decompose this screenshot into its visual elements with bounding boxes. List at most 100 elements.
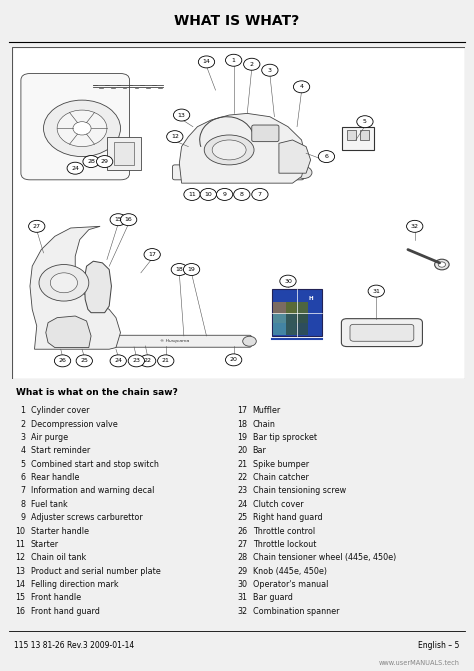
Text: Combination spanner: Combination spanner — [253, 607, 339, 616]
FancyBboxPatch shape — [108, 336, 251, 347]
Text: Throttle control: Throttle control — [253, 527, 315, 535]
Text: Product and serial number plate: Product and serial number plate — [31, 567, 161, 576]
Text: www.userMANUALS.tech: www.userMANUALS.tech — [379, 660, 460, 666]
Bar — [286, 302, 308, 323]
Text: 32: 32 — [411, 224, 419, 229]
Circle shape — [217, 189, 233, 201]
Circle shape — [50, 273, 77, 293]
Circle shape — [198, 56, 215, 68]
Bar — [273, 302, 296, 323]
Circle shape — [407, 220, 423, 232]
Circle shape — [173, 109, 190, 121]
Text: 21: 21 — [162, 358, 170, 364]
Text: Front hand guard: Front hand guard — [31, 607, 100, 616]
Text: 5: 5 — [363, 119, 367, 124]
Text: 30: 30 — [284, 278, 292, 284]
Text: 19: 19 — [237, 433, 247, 442]
Text: 11: 11 — [188, 192, 196, 197]
Text: 25: 25 — [237, 513, 247, 522]
Text: 28: 28 — [87, 159, 95, 164]
Circle shape — [293, 81, 310, 93]
Circle shape — [438, 262, 446, 267]
Text: English – 5: English – 5 — [419, 641, 460, 650]
Text: Chain tensioner wheel (445e, 450e): Chain tensioner wheel (445e, 450e) — [253, 554, 396, 562]
Circle shape — [252, 189, 268, 201]
Text: Throttle lockout: Throttle lockout — [253, 540, 316, 549]
Text: Rear handle: Rear handle — [31, 473, 79, 482]
Text: 24: 24 — [114, 358, 122, 364]
Text: Right hand guard: Right hand guard — [253, 513, 322, 522]
Text: 27: 27 — [33, 224, 41, 229]
Text: 10: 10 — [204, 192, 212, 197]
Bar — [347, 130, 356, 140]
Text: Starter: Starter — [31, 540, 59, 549]
Circle shape — [171, 264, 188, 276]
Circle shape — [319, 150, 335, 162]
Text: 4: 4 — [20, 446, 26, 455]
Text: 15: 15 — [114, 217, 122, 222]
Text: 20: 20 — [230, 358, 237, 362]
Text: 11: 11 — [16, 540, 26, 549]
Circle shape — [39, 264, 89, 301]
Text: Starter handle: Starter handle — [31, 527, 89, 535]
Text: Bar guard: Bar guard — [253, 593, 292, 603]
Text: Fuel tank: Fuel tank — [31, 500, 68, 509]
Circle shape — [128, 355, 145, 367]
Text: 3: 3 — [20, 433, 26, 442]
Text: 9: 9 — [20, 513, 26, 522]
Circle shape — [97, 156, 113, 168]
Text: 27: 27 — [237, 540, 247, 549]
Text: 115 13 81-26 Rev.3 2009-01-14: 115 13 81-26 Rev.3 2009-01-14 — [14, 641, 135, 650]
Circle shape — [110, 213, 127, 225]
Text: 22: 22 — [144, 358, 152, 364]
Circle shape — [280, 275, 296, 287]
Circle shape — [183, 264, 200, 276]
Circle shape — [296, 166, 312, 178]
Bar — [286, 313, 308, 335]
Text: 1: 1 — [20, 406, 26, 415]
FancyBboxPatch shape — [252, 125, 279, 142]
Text: What is what on the chain saw?: What is what on the chain saw? — [17, 389, 178, 397]
Circle shape — [243, 336, 256, 346]
Text: 14: 14 — [202, 60, 210, 64]
Text: 15: 15 — [15, 593, 26, 603]
Text: 29: 29 — [237, 567, 247, 576]
Circle shape — [44, 100, 120, 156]
Text: 20: 20 — [237, 446, 247, 455]
Text: Cylinder cover: Cylinder cover — [31, 406, 90, 415]
Text: Start reminder: Start reminder — [31, 446, 90, 455]
Text: 22: 22 — [237, 473, 247, 482]
FancyBboxPatch shape — [341, 319, 422, 346]
FancyBboxPatch shape — [21, 74, 129, 180]
Text: 4: 4 — [300, 85, 303, 89]
Ellipse shape — [212, 140, 246, 160]
FancyBboxPatch shape — [350, 324, 414, 342]
Text: 18: 18 — [175, 267, 183, 272]
Text: 18: 18 — [237, 419, 247, 429]
Text: 5: 5 — [20, 460, 26, 468]
Text: Chain: Chain — [253, 419, 275, 429]
Text: Muffler: Muffler — [253, 406, 281, 415]
Text: Front handle: Front handle — [31, 593, 81, 603]
Bar — [107, 137, 141, 170]
Circle shape — [55, 355, 71, 367]
Bar — [273, 313, 296, 335]
Circle shape — [83, 156, 99, 168]
Ellipse shape — [204, 135, 254, 165]
Polygon shape — [279, 140, 310, 173]
Text: Chain catcher: Chain catcher — [253, 473, 309, 482]
Text: 14: 14 — [16, 580, 26, 589]
Text: Bar: Bar — [253, 446, 266, 455]
Text: Bar tip sprocket: Bar tip sprocket — [253, 433, 317, 442]
Polygon shape — [30, 226, 120, 349]
Bar — [342, 127, 374, 150]
Text: Chain oil tank: Chain oil tank — [31, 554, 86, 562]
Circle shape — [435, 259, 449, 270]
Circle shape — [76, 355, 92, 367]
Text: Information and warning decal: Information and warning decal — [31, 486, 154, 495]
Circle shape — [200, 189, 217, 201]
Circle shape — [234, 189, 250, 201]
Bar — [272, 289, 322, 336]
Text: 24: 24 — [71, 166, 79, 170]
Text: 6: 6 — [20, 473, 26, 482]
